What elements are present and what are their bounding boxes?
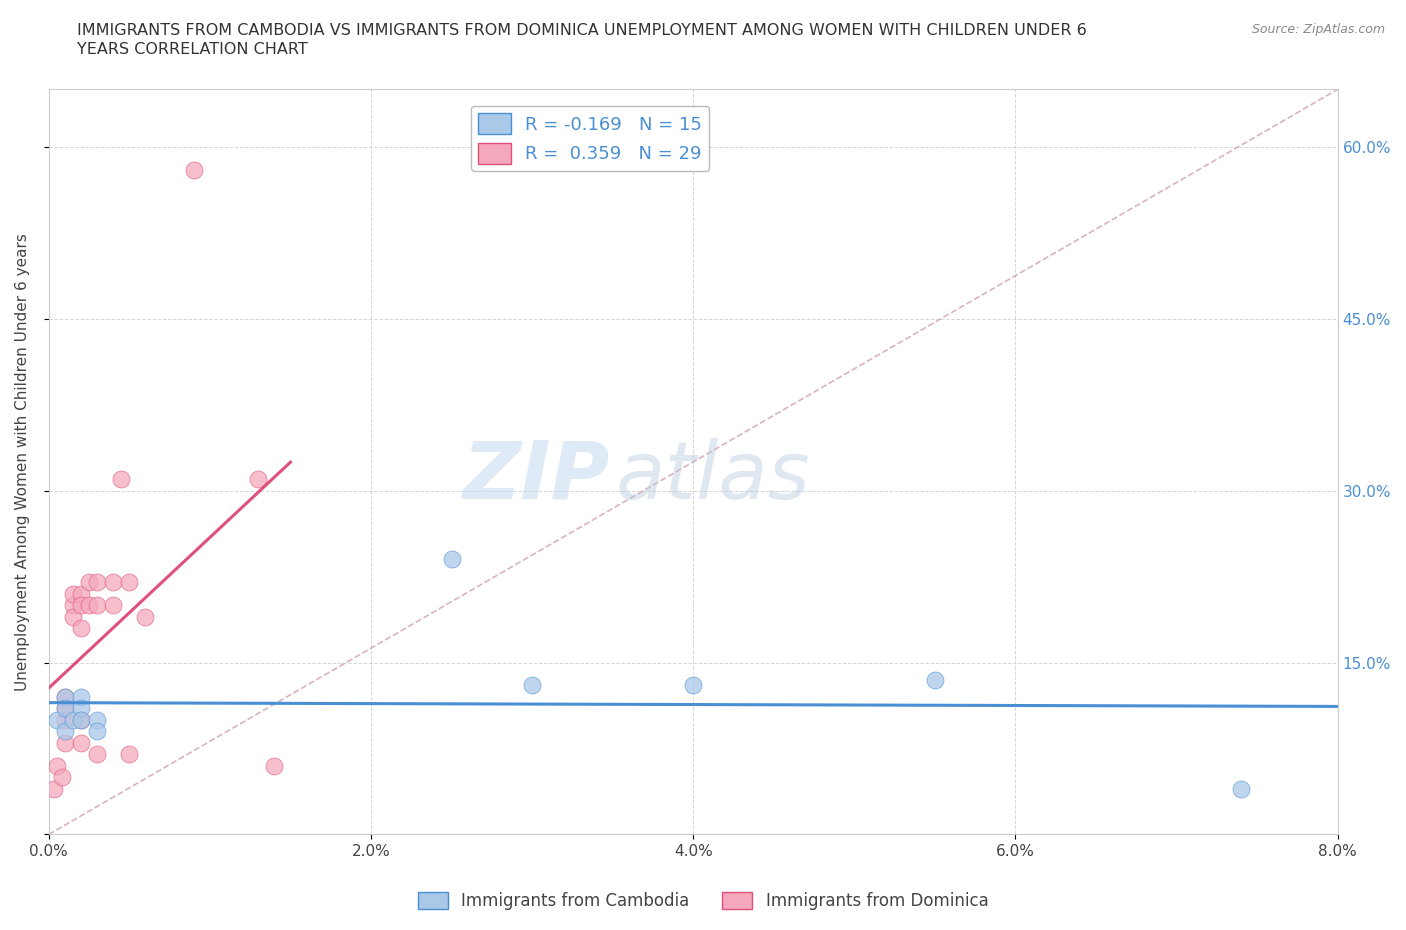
Point: [70, 598, 93, 613]
Point: [134, 609, 156, 624]
Point: [62, 712, 84, 727]
Point: [110, 472, 132, 486]
Point: [77, 575, 100, 590]
Point: [86, 575, 108, 590]
Text: IMMIGRANTS FROM CAMBODIA VS IMMIGRANTS FROM DOMINICA UNEMPLOYMENT AMONG WOMEN WI: IMMIGRANTS FROM CAMBODIA VS IMMIGRANTS F…: [77, 23, 1087, 38]
Point: [53, 689, 76, 704]
Point: [70, 701, 93, 716]
Point: [45, 712, 67, 727]
Point: [70, 736, 93, 751]
Point: [118, 575, 141, 590]
Point: [53, 701, 76, 716]
Text: Source: ZipAtlas.com: Source: ZipAtlas.com: [1251, 23, 1385, 36]
Text: YEARS CORRELATION CHART: YEARS CORRELATION CHART: [77, 42, 308, 57]
Text: atlas: atlas: [616, 438, 811, 516]
Point: [45, 758, 67, 773]
Point: [53, 701, 76, 716]
Point: [183, 162, 205, 177]
Point: [51, 770, 73, 785]
Point: [247, 472, 270, 486]
Point: [924, 672, 946, 687]
Point: [118, 747, 141, 762]
Point: [70, 620, 93, 635]
Point: [62, 598, 84, 613]
Point: [440, 551, 463, 566]
Point: [53, 712, 76, 727]
Point: [70, 712, 93, 727]
Point: [682, 678, 704, 693]
Point: [263, 758, 285, 773]
Point: [62, 586, 84, 601]
Point: [86, 598, 108, 613]
Point: [1230, 781, 1253, 796]
Point: [103, 575, 125, 590]
Point: [86, 712, 108, 727]
Legend: Immigrants from Cambodia, Immigrants from Dominica: Immigrants from Cambodia, Immigrants fro…: [411, 885, 995, 917]
Y-axis label: Unemployment Among Women with Children Under 6 years: Unemployment Among Women with Children U…: [15, 233, 30, 691]
Point: [62, 609, 84, 624]
Point: [86, 724, 108, 738]
Legend: R = -0.169   N = 15, R =  0.359   N = 29: R = -0.169 N = 15, R = 0.359 N = 29: [471, 106, 709, 171]
Point: [70, 586, 93, 601]
Point: [53, 689, 76, 704]
Point: [70, 689, 93, 704]
Point: [53, 736, 76, 751]
Point: [77, 598, 100, 613]
Point: [520, 678, 543, 693]
Text: ZIP: ZIP: [463, 438, 609, 516]
Point: [86, 747, 108, 762]
Point: [70, 712, 93, 727]
Point: [42, 781, 65, 796]
Point: [103, 598, 125, 613]
Point: [53, 724, 76, 738]
